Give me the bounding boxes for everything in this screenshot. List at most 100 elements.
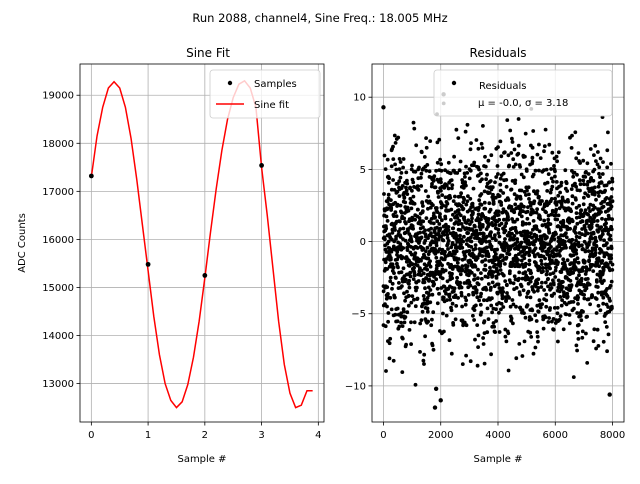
residual-point: [443, 216, 448, 221]
residual-point: [403, 200, 408, 205]
residual-point: [500, 210, 505, 215]
residual-point: [469, 235, 473, 240]
residual-point: [525, 303, 530, 307]
residual-point: [591, 231, 596, 236]
residual-point: [557, 317, 562, 322]
residual-point: [385, 267, 389, 271]
residual-point: [519, 245, 523, 249]
residual-point: [581, 158, 586, 163]
residual-point: [399, 270, 404, 275]
residual-point: [397, 324, 402, 329]
residual-point: [411, 120, 416, 125]
residual-point: [401, 309, 406, 314]
residual-point: [420, 200, 425, 205]
residual-point: [385, 219, 390, 223]
residual-point: [446, 228, 451, 233]
residual-point: [604, 325, 609, 329]
residual-point: [548, 222, 553, 227]
residual-point: [555, 217, 560, 222]
residual-point: [578, 161, 582, 165]
residual-point: [413, 169, 418, 174]
residual-point: [574, 234, 579, 239]
residual-point: [445, 298, 449, 302]
residual-point: [551, 282, 556, 287]
residual-point: [571, 375, 576, 379]
residual-point: [400, 255, 405, 259]
residual-point: [418, 321, 423, 326]
residual-point: [499, 301, 504, 306]
residual-point: [469, 245, 474, 249]
residual-point: [605, 349, 609, 354]
residual-point: [585, 231, 590, 236]
residual-point: [383, 260, 388, 265]
residual-point: [389, 307, 394, 312]
residual-point: [607, 180, 612, 185]
residual-point: [548, 306, 552, 310]
residual-point: [462, 197, 466, 202]
residual-point: [392, 271, 396, 275]
residual-point: [455, 275, 459, 280]
residual-point: [576, 302, 580, 306]
residual-point: [592, 185, 597, 190]
residual-point: [419, 171, 424, 176]
residual-point: [543, 315, 548, 320]
residual-point: [592, 327, 597, 332]
residual-point: [392, 133, 397, 138]
residuals-legend-stats: μ = -0.0, σ = 3.18: [478, 98, 568, 109]
residual-point: [590, 236, 594, 241]
residual-point: [501, 171, 506, 176]
residual-point: [397, 194, 402, 199]
residual-point: [419, 235, 424, 240]
residual-point: [457, 218, 462, 223]
residual-point: [399, 171, 404, 175]
residual-point: [540, 302, 544, 306]
residual-point: [561, 220, 566, 225]
residual-point: [413, 251, 418, 256]
residual-point: [585, 314, 589, 319]
residual-point: [581, 214, 586, 218]
sine-fit-y-label: ADC Counts: [17, 213, 28, 273]
residual-point: [585, 161, 590, 166]
residual-point: [544, 304, 549, 309]
residual-point: [395, 189, 400, 194]
residual-point: [610, 179, 615, 184]
residual-point: [477, 298, 481, 303]
residual-point: [497, 310, 501, 315]
residual-point: [596, 184, 601, 189]
residual-point: [470, 216, 474, 221]
residual-point: [562, 293, 567, 297]
residual-point: [543, 127, 548, 132]
residual-point: [525, 295, 529, 299]
residual-point: [385, 285, 390, 289]
residual-point: [486, 158, 491, 163]
residual-point: [412, 265, 416, 270]
residual-point: [577, 178, 582, 183]
residual-point: [421, 225, 425, 230]
residual-point: [576, 295, 580, 300]
residual-point: [519, 258, 524, 263]
residual-point: [530, 275, 535, 280]
residual-point: [535, 189, 540, 194]
residual-point: [428, 139, 433, 144]
residual-point: [435, 286, 440, 291]
residual-point: [409, 252, 414, 257]
residual-point: [405, 310, 410, 315]
residual-point: [527, 253, 532, 258]
residual-point: [482, 319, 487, 324]
residual-point: [397, 179, 402, 184]
residual-point: [574, 197, 578, 202]
residual-point: [544, 292, 549, 297]
sine-fit-y-ticks: 13000 14000 15000 16000 17000 18000 19000: [42, 91, 80, 390]
residual-point: [535, 281, 540, 286]
residual-point: [489, 285, 493, 290]
residual-point: [498, 182, 503, 187]
residual-point: [524, 245, 529, 250]
residual-point: [476, 216, 480, 220]
residual-point: [393, 295, 397, 300]
residual-point: [419, 268, 424, 273]
residual-point: [583, 175, 588, 179]
residuals-y-tick-label: 10: [353, 93, 366, 104]
residual-point: [433, 272, 438, 277]
residuals-y-tick-label: 0: [360, 237, 366, 248]
residual-point: [419, 150, 424, 155]
